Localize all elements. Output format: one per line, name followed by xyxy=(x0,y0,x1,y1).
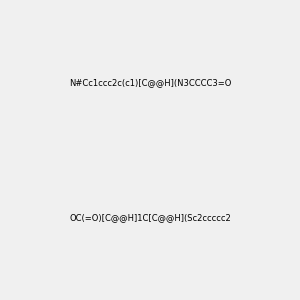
Text: N#Cc1ccc2c(c1)[C@@H](N3CCCC3=O: N#Cc1ccc2c(c1)[C@@H](N3CCCC3=O xyxy=(69,78,231,87)
Text: OC(=O)[C@@H]1C[C@@H](Sc2ccccc2: OC(=O)[C@@H]1C[C@@H](Sc2ccccc2 xyxy=(69,213,231,222)
